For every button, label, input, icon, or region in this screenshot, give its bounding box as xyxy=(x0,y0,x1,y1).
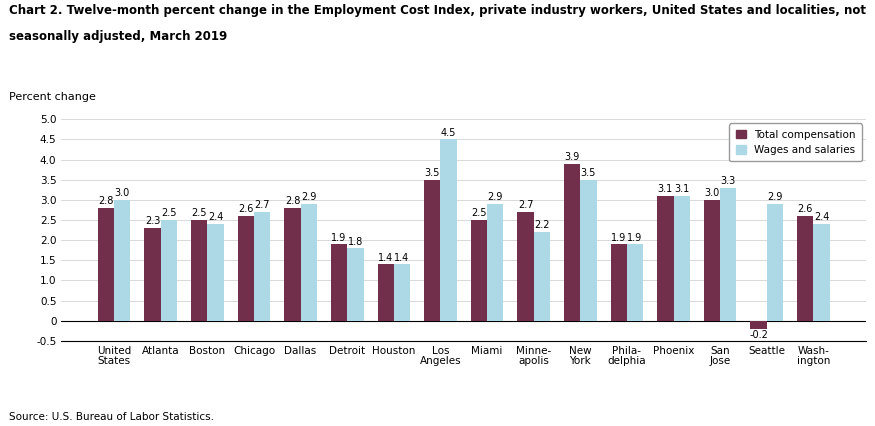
Text: 3.5: 3.5 xyxy=(581,168,596,178)
Bar xyxy=(114,200,130,321)
Text: 3.1: 3.1 xyxy=(674,184,690,194)
Legend: Total compensation, Wages and salaries: Total compensation, Wages and salaries xyxy=(730,124,862,161)
Text: 2.7: 2.7 xyxy=(518,200,533,210)
Bar xyxy=(626,244,643,321)
Bar xyxy=(144,228,161,321)
Bar xyxy=(347,248,363,321)
Bar xyxy=(814,224,829,321)
Text: 2.5: 2.5 xyxy=(192,208,207,219)
Text: 2.9: 2.9 xyxy=(301,192,317,202)
Bar xyxy=(377,264,394,321)
Text: seasonally adjusted, March 2019: seasonally adjusted, March 2019 xyxy=(9,30,227,43)
Text: 2.5: 2.5 xyxy=(161,208,177,219)
Text: 1.4: 1.4 xyxy=(395,253,410,263)
Bar xyxy=(254,212,270,321)
Text: 2.6: 2.6 xyxy=(238,204,254,214)
Text: 2.9: 2.9 xyxy=(487,192,503,202)
Text: 3.1: 3.1 xyxy=(658,184,673,194)
Bar xyxy=(674,196,690,321)
Text: 1.9: 1.9 xyxy=(611,233,626,242)
Bar xyxy=(487,204,503,321)
Text: 3.5: 3.5 xyxy=(424,168,440,178)
Text: 3.0: 3.0 xyxy=(115,188,130,198)
Text: 1.9: 1.9 xyxy=(332,233,346,242)
Bar xyxy=(580,180,597,321)
Text: 4.5: 4.5 xyxy=(441,128,456,138)
Bar xyxy=(704,200,720,321)
Text: 1.8: 1.8 xyxy=(347,236,363,247)
Text: 2.9: 2.9 xyxy=(767,192,782,202)
Text: 2.8: 2.8 xyxy=(98,196,114,206)
Bar xyxy=(394,264,410,321)
Bar xyxy=(611,244,626,321)
Text: -0.2: -0.2 xyxy=(749,330,768,340)
Text: 2.7: 2.7 xyxy=(255,200,270,210)
Text: 3.0: 3.0 xyxy=(704,188,719,198)
Bar xyxy=(534,232,550,321)
Bar xyxy=(207,224,224,321)
Text: Source: U.S. Bureau of Labor Statistics.: Source: U.S. Bureau of Labor Statistics. xyxy=(9,412,214,422)
Bar xyxy=(238,216,254,321)
Text: Chart 2. Twelve-month percent change in the Employment Cost Index, private indus: Chart 2. Twelve-month percent change in … xyxy=(9,4,865,17)
Text: 2.6: 2.6 xyxy=(797,204,813,214)
Bar xyxy=(657,196,674,321)
Text: 2.5: 2.5 xyxy=(471,208,487,219)
Text: 2.8: 2.8 xyxy=(284,196,300,206)
Bar xyxy=(720,188,737,321)
Text: 2.2: 2.2 xyxy=(534,220,550,230)
Text: 2.3: 2.3 xyxy=(145,216,160,226)
Bar xyxy=(301,204,317,321)
Bar xyxy=(331,244,347,321)
Bar xyxy=(564,164,580,321)
Bar xyxy=(517,212,534,321)
Bar xyxy=(161,220,177,321)
Bar xyxy=(424,180,440,321)
Text: 3.3: 3.3 xyxy=(721,176,736,186)
Text: 3.9: 3.9 xyxy=(564,152,580,162)
Text: 1.4: 1.4 xyxy=(378,253,393,263)
Bar xyxy=(284,208,301,321)
Bar xyxy=(440,139,457,321)
Text: 2.4: 2.4 xyxy=(208,213,223,222)
Bar xyxy=(751,321,766,329)
Text: 2.4: 2.4 xyxy=(814,213,829,222)
Bar xyxy=(98,208,114,321)
Text: Percent change: Percent change xyxy=(9,92,95,101)
Bar xyxy=(191,220,207,321)
Bar xyxy=(471,220,487,321)
Text: 1.9: 1.9 xyxy=(627,233,642,242)
Bar xyxy=(797,216,814,321)
Bar xyxy=(766,204,783,321)
